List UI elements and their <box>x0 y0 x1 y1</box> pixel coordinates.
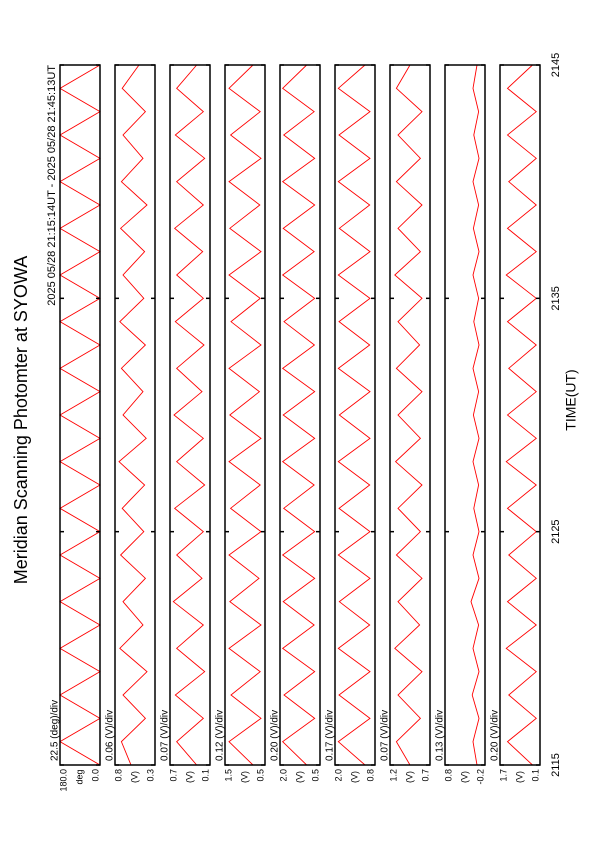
y-unit-label: (V) <box>349 771 359 783</box>
chart-subtitle: 2025 05/28 21:15:14UT - 2025 05/28 21:45… <box>46 65 58 306</box>
signal-line <box>470 64 480 766</box>
signal-line <box>505 64 537 766</box>
y-tick-label: 0.5 <box>310 769 320 782</box>
y-tick-label: 1.2 <box>388 769 398 782</box>
chart-title: Meridian Scanning Photomter at SYOWA <box>11 256 31 584</box>
x-tick-label: 2135 <box>550 286 562 310</box>
y-tick-label: 0.8 <box>365 769 375 782</box>
y-tick-label: 0.8 <box>113 769 123 782</box>
scale-label: 0.07 (V)/div <box>160 710 171 761</box>
panel-frame <box>499 64 541 766</box>
y-tick-label: 1.7 <box>498 769 508 782</box>
y-tick-label: 180.0 <box>58 769 68 792</box>
signal-line <box>172 64 206 766</box>
y-tick-label: 1.5 <box>223 769 233 782</box>
x-tick-label: 2145 <box>550 53 562 77</box>
scale-label: 0.07 (V)/div <box>380 710 391 761</box>
y-tick-label: 0.3 <box>145 769 155 782</box>
y-unit-label: (V) <box>129 771 139 783</box>
panel-frame <box>169 64 211 766</box>
panel-frame <box>389 64 431 766</box>
scale-label: 22.5 (deg)/div <box>50 700 61 761</box>
y-tick-label: 0.5 <box>255 769 265 782</box>
scale-label: 0.06 (V)/div <box>105 710 116 761</box>
panel-frame <box>59 64 101 766</box>
y-unit-label: (V) <box>184 771 194 783</box>
y-unit-label: (V) <box>459 771 469 783</box>
panel-frame <box>279 64 321 766</box>
scale-label: 0.20 (V)/div <box>490 710 501 761</box>
y-tick-label: 2.0 <box>278 769 288 782</box>
rotated-chart: Meridian Scanning Photomter at SYOWA 202… <box>11 53 579 792</box>
scale-label: 0.20 (V)/div <box>270 710 281 761</box>
panel-frame <box>114 64 156 766</box>
signal-line <box>337 64 371 766</box>
x-tick-label: 2125 <box>550 519 562 543</box>
y-unit-label: (V) <box>514 771 524 783</box>
y-tick-label: 0.1 <box>530 769 540 782</box>
y-unit-label: (V) <box>294 771 304 783</box>
y-tick-label: 0.7 <box>168 769 178 782</box>
y-tick-label: 0.8 <box>443 769 453 782</box>
y-tick-label: 0.0 <box>90 769 100 782</box>
y-unit-label: (V) <box>404 771 414 783</box>
y-unit-label: deg <box>74 769 84 784</box>
panel-frame <box>444 64 486 766</box>
signal-line <box>118 64 148 766</box>
signal-line <box>281 64 316 766</box>
signal-line <box>228 64 262 766</box>
signal-line <box>394 64 423 766</box>
scale-label: 0.12 (V)/div <box>215 710 226 761</box>
y-tick-label: 0.7 <box>420 769 430 782</box>
x-axis-label: TIME(UT) <box>563 369 579 430</box>
y-tick-label: 2.0 <box>333 769 343 782</box>
panel-frame <box>224 64 266 766</box>
y-tick-label: -0.2 <box>475 769 485 785</box>
y-unit-label: (V) <box>239 771 249 783</box>
scale-label: 0.17 (V)/div <box>325 710 336 761</box>
y-tick-label: 0.1 <box>200 769 210 782</box>
panel-frame <box>334 64 376 766</box>
x-tick-label: 2115 <box>550 753 562 777</box>
scale-label: 0.13 (V)/div <box>435 710 446 761</box>
